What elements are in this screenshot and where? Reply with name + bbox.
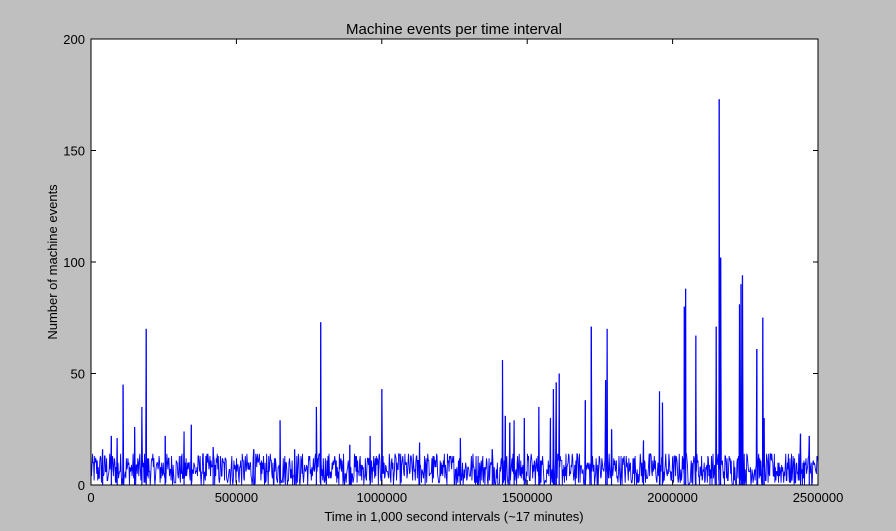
y-tick-label-2: 100 xyxy=(63,255,85,270)
y-tick-label-0: 0 xyxy=(78,478,85,493)
x-tick-label-2: 1000000 xyxy=(356,490,407,505)
y-axis-label: Number of machine events xyxy=(45,184,60,340)
series-layer xyxy=(90,99,818,486)
x-tick-label-4: 2000000 xyxy=(647,490,698,505)
y-axis: 0 50 100 150 200 xyxy=(63,32,818,493)
x-tick-label-5: 2500000 xyxy=(793,490,844,505)
chart-title: Machine events per time interval xyxy=(346,21,562,38)
y-tick-label-3: 150 xyxy=(63,144,85,159)
plot-area xyxy=(91,39,818,485)
x-tick-label-0: 0 xyxy=(87,490,94,505)
x-axis-label: Time in 1,000 second intervals (~17 minu… xyxy=(324,509,583,524)
y-tick-label-1: 50 xyxy=(71,367,85,382)
x-tick-label-1: 500000 xyxy=(215,490,258,505)
x-axis: 0 500000 1000000 1500000 2000000 2500000 xyxy=(87,39,843,505)
x-tick-label-3: 1500000 xyxy=(502,490,553,505)
y-tick-label-4: 200 xyxy=(63,32,85,47)
